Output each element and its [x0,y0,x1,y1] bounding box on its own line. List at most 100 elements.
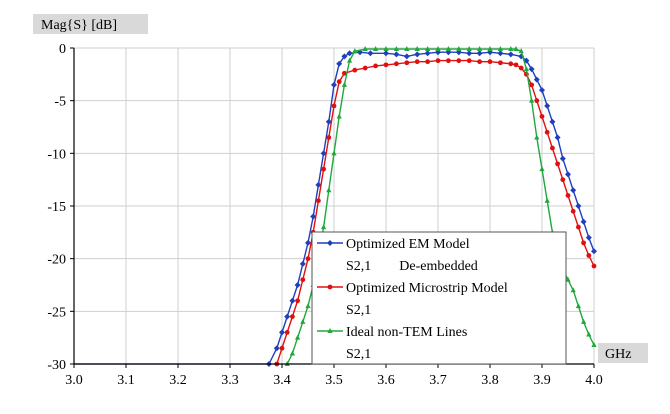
data-point [550,145,555,151]
data-point [289,297,296,304]
data-point [528,66,535,73]
data-point [498,60,503,66]
data-point [289,350,295,356]
legend-entry-subtitle: S2,1 [346,303,371,318]
legend-entry-name: Ideal non-TEM Lines [346,325,467,340]
data-point [466,50,473,57]
data-point [497,50,504,57]
y-tick-label: -25 [47,305,66,320]
data-point [466,46,472,52]
data-point [445,46,451,52]
y-unit-box [33,14,148,34]
data-point [508,46,514,52]
data-point [300,277,306,283]
data-point [279,329,285,336]
data-point [346,50,353,57]
data-point [284,330,290,335]
data-point [507,51,514,58]
data-point [559,155,566,162]
y-unit-label: Mag{S} [dB] [41,18,117,33]
data-point [295,334,301,340]
y-tick-label: -15 [47,200,66,215]
data-point [534,134,540,140]
data-point [549,118,556,125]
data-point [544,129,550,135]
data-point [383,62,389,68]
data-point [341,81,347,87]
data-point [570,287,576,293]
legend-entry-name: Optimized EM Model [346,237,470,252]
data-point [591,342,597,348]
series-line [276,59,595,365]
legend-box [311,231,567,365]
data-point [393,46,399,52]
data-point [586,253,592,258]
data-point [341,53,348,60]
data-point [336,113,342,119]
data-point [362,46,368,52]
data-point [570,187,577,194]
data-point [326,187,332,193]
data-point [565,171,571,178]
data-point [446,58,451,64]
data-point [393,51,400,58]
data-point [456,58,462,64]
data-point [518,65,524,71]
data-point [487,46,493,52]
data-point [539,87,545,94]
data-point [315,181,322,188]
data-point [305,303,311,309]
x-tick-label: 3.8 [481,373,499,388]
data-point [425,59,430,65]
legend-entry-subtitle: S2,1 [346,347,371,362]
data-point [326,135,332,140]
data-point [576,224,581,230]
data-point [284,313,291,320]
data-point [518,48,524,54]
data-point [477,59,482,65]
data-point [591,248,597,255]
x-tick-label: 3.3 [221,373,239,388]
data-point [336,60,343,67]
y-tick-label: -10 [47,147,66,162]
data-point [575,303,581,309]
data-point [523,66,529,72]
data-point [424,50,431,57]
x-unit-label: GHz [605,347,631,362]
x-tick-label: 3.7 [429,373,447,388]
data-point [331,150,337,156]
x-tick-label: 3.4 [273,373,291,388]
series-line [268,51,595,365]
data-point [534,98,540,104]
data-point [554,134,561,141]
data-point [294,282,301,288]
data-point [394,61,399,67]
data-point [299,260,306,267]
data-point [305,239,311,246]
data-point [513,46,519,52]
data-point [352,67,358,73]
data-point [539,166,545,172]
legend-swatch-marker [327,284,333,290]
data-point [570,208,576,214]
data-point [404,46,410,52]
data-point [513,62,519,68]
data-point [425,46,431,52]
data-point [273,345,280,352]
x-tick-label: 3.2 [169,373,187,388]
data-point [544,102,551,109]
x-tick-label: 3.9 [533,373,551,388]
data-point [362,65,368,71]
legend-entry-subtitle: S2,1 De-embedded [346,259,478,274]
data-point [555,161,560,167]
data-point [316,198,321,204]
data-point [373,63,378,69]
tick-labels: 3.0 3.1 3.2 3.3 3.4 3.5 3.6 3.7 3.8 3.9 4.0 0 -5 -10 -… [47,42,602,388]
data-point [560,177,566,183]
data-point [342,70,347,76]
data-point [497,46,503,52]
data-point [347,57,353,63]
data-point [414,46,420,52]
data-point [466,58,472,64]
